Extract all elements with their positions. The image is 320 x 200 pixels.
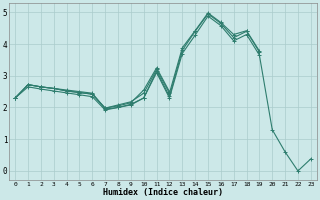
X-axis label: Humidex (Indice chaleur): Humidex (Indice chaleur) <box>103 188 223 197</box>
